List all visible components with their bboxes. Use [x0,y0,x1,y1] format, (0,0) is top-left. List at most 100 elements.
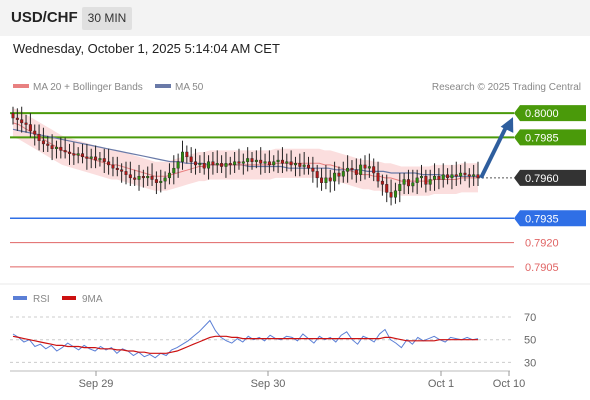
candle [424,169,428,193]
candle-body [285,161,289,164]
candle [11,106,15,125]
candle-body [89,156,93,159]
candle [346,155,350,183]
candle [272,155,276,172]
candle [337,166,341,185]
candle-body [50,145,54,149]
candle [250,151,254,170]
candle-body [215,163,219,166]
candle [198,155,202,174]
candle [50,134,54,161]
currency-pair-title: USD/CHF [11,9,78,26]
candle-body [111,164,115,169]
candle [289,150,293,172]
ma50-legend-swatch [155,84,171,88]
candle [224,151,228,178]
candle [302,151,306,175]
candle [28,113,32,138]
level-label-0-8000: 0.8000 [525,108,559,120]
candle [176,153,180,178]
candle [328,169,332,193]
forecast-arrow-shaft [479,126,508,179]
candle-body [415,177,419,183]
candle-body [250,158,254,162]
candle-body [228,163,232,166]
level-label-0-7905: 0.7905 [525,262,559,274]
candle-body [267,161,271,166]
candle-body [406,179,410,187]
ma20-legend-label: MA 20 + Bollinger Bands [33,82,143,93]
candle-body [154,179,158,183]
candle-body [454,174,458,177]
candle [172,155,176,185]
candle-body [411,182,415,187]
candle [76,147,80,164]
candle [24,114,28,133]
candle [415,169,419,195]
candle [163,171,167,190]
candle-body [263,161,267,164]
candle [406,169,410,195]
candles [11,106,480,206]
candle [324,164,328,190]
candle [211,151,215,175]
candle [154,171,158,195]
candle [150,163,154,186]
candle-body [450,174,454,179]
rsi-tick-label: 50 [524,335,536,347]
candle [467,168,471,188]
candle [207,155,211,180]
rsi-tick-label: 70 [524,312,536,324]
candle [141,169,145,188]
candle-body [81,153,85,158]
candle [254,150,258,169]
candle-body [194,161,198,166]
candle-body [94,156,98,161]
level-label-0-7985: 0.7985 [525,132,559,144]
candle [185,145,189,164]
candle-body [259,159,263,164]
candle [437,168,441,190]
candle-body [85,156,89,159]
candle-body [76,153,80,156]
candle-body [172,167,176,174]
candle-body [24,122,28,125]
candle-body [120,169,124,172]
candle-body [20,119,24,124]
forecast-arrow [479,117,514,179]
level-box-0-7985 [514,129,586,146]
candle-body [367,166,371,169]
candle-body [202,163,206,169]
candle [411,169,415,193]
timeframe-badge[interactable]: 30 MIN [82,7,132,30]
candle [372,158,376,182]
candle-body [328,177,332,182]
ma20-line [12,122,478,182]
candle [315,164,319,188]
candle-body [11,112,15,119]
candle [46,135,50,152]
candle [285,153,289,172]
candle [446,168,450,185]
candle-body [180,151,184,162]
level-box-0-7935 [514,210,586,227]
candle [146,166,150,186]
candle [233,151,237,174]
candle-body [28,124,32,132]
candle [420,164,423,188]
candle [102,148,106,174]
level-box-0-7960 [514,169,586,186]
candle-body [298,163,302,167]
candle [241,153,245,175]
candle [280,147,284,174]
candle-body [207,161,211,169]
candle-body [98,158,102,161]
candle [85,143,89,170]
candle [133,169,137,186]
candle-body [167,172,171,179]
rsi-ma-line [12,335,478,354]
candle [137,164,141,191]
candle-body [102,158,106,162]
candle [228,156,232,175]
